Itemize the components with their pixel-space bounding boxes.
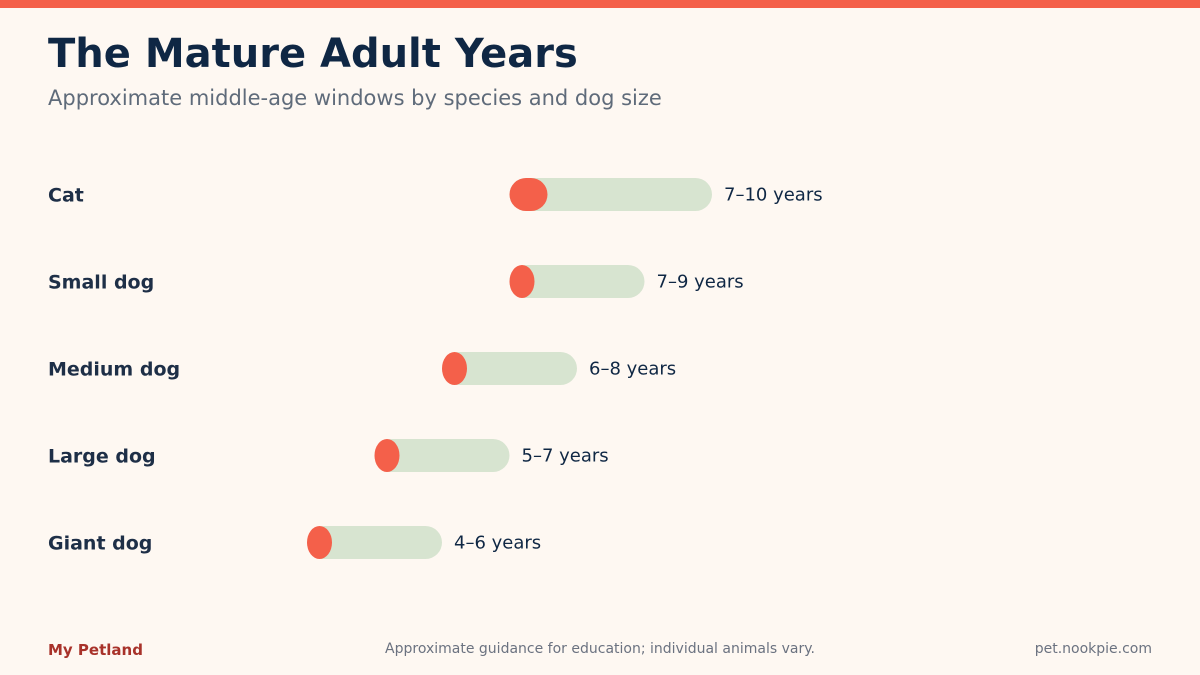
- footer-brand: My Petland: [48, 641, 143, 659]
- category-label-cat: Cat: [48, 185, 84, 207]
- page-subtitle: Approximate middle-age windows by specie…: [48, 86, 662, 110]
- range-value-label-small-dog: 7–9 years: [657, 272, 744, 293]
- range-start-marker-medium-dog: [442, 352, 467, 385]
- range-value-label-cat: 7–10 years: [724, 185, 823, 206]
- range-start-marker-giant-dog: [307, 526, 332, 559]
- category-label-small-dog: Small dog: [48, 272, 154, 294]
- range-value-label-medium-dog: 6–8 years: [589, 359, 676, 380]
- range-value-label-giant-dog: 4–6 years: [454, 533, 541, 554]
- category-label-medium-dog: Medium dog: [48, 359, 180, 381]
- range-value-label-large-dog: 5–7 years: [522, 446, 609, 467]
- range-start-marker-small-dog: [509, 265, 535, 298]
- range-bar-small-dog: [509, 265, 645, 298]
- range-start-marker-large-dog: [374, 439, 400, 472]
- range-bar-medium-dog: [442, 352, 577, 385]
- footer-note: Approximate guidance for education; indi…: [385, 641, 815, 657]
- top-accent-bar: [0, 0, 1200, 8]
- range-bar-giant-dog: [307, 526, 442, 559]
- page-title: The Mature Adult Years: [48, 31, 578, 77]
- range-start-marker-cat: [509, 178, 548, 211]
- range-bar-large-dog: [374, 439, 510, 472]
- category-label-large-dog: Large dog: [48, 446, 156, 468]
- footer-site-link[interactable]: pet.nookpie.com: [1034, 641, 1152, 657]
- category-label-giant-dog: Giant dog: [48, 533, 152, 555]
- range-bar-cat: [509, 178, 712, 211]
